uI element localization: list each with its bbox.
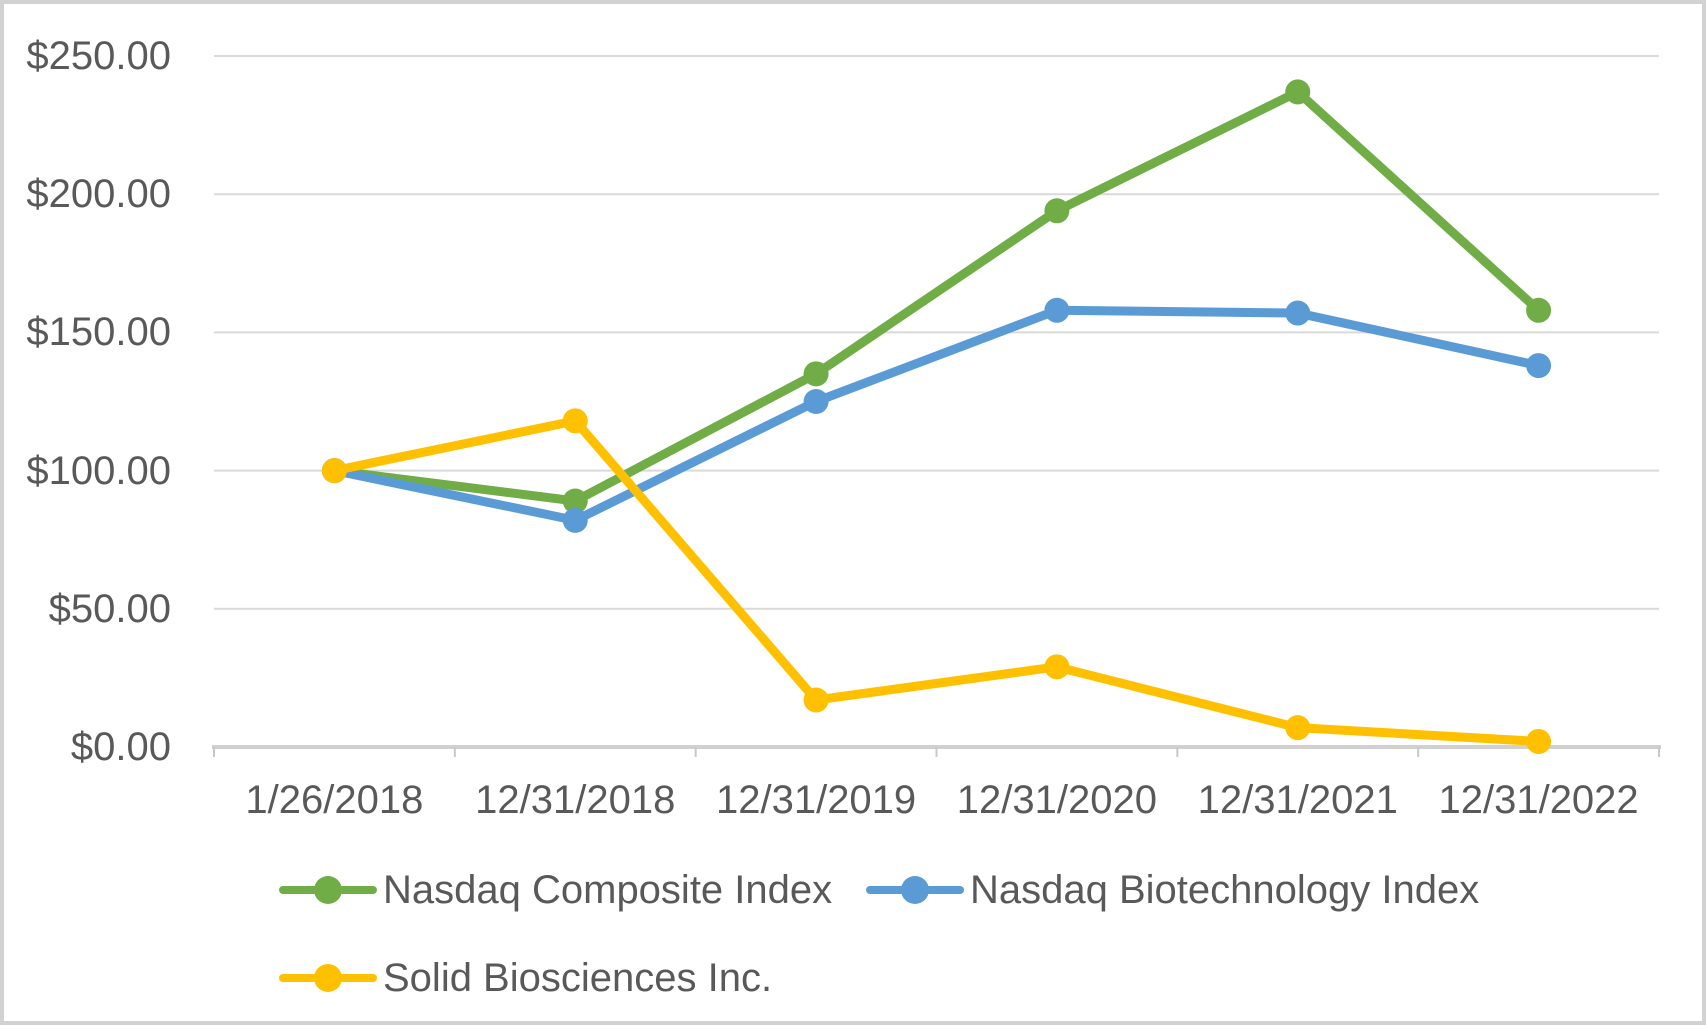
y-tick-label: $100.00 [26,448,171,493]
legend-marker-icon [866,875,964,905]
x-tick-label: 12/31/2021 [1197,778,1398,822]
series-line-nasdaq-composite-index [329,87,1544,506]
x-tick-label: 12/31/2022 [1438,778,1639,822]
series-line-nasdaq-biotechnology-index [329,305,1544,525]
x-tick-label: 1/26/2018 [245,778,424,822]
data-point-solid-biosciences-inc [1044,654,1070,680]
data-point-nasdaq-composite-index [803,361,829,387]
data-point-nasdaq-biotechnology-index [1526,353,1552,379]
data-point-solid-biosciences-inc [562,408,588,434]
x-tick-label: 12/31/2019 [715,778,917,822]
data-point-nasdaq-biotechnology-index [1285,300,1311,326]
data-point-nasdaq-composite-index [1044,198,1070,224]
y-tick-label: $150.00 [26,310,171,355]
data-point-nasdaq-biotechnology-index [1044,297,1070,323]
x-tick-label: 12/31/2020 [956,778,1158,822]
y-tick-label: $0.00 [70,725,171,769]
legend-label: Nasdaq Composite Index [383,868,833,912]
data-point-nasdaq-composite-index [562,488,588,514]
legend-label: Nasdaq Biotechnology Index [970,868,1480,912]
y-tick-label: $50.00 [48,586,171,631]
data-point-solid-biosciences-inc [803,687,829,713]
data-point-nasdaq-biotechnology-index [803,389,829,414]
legend-item-solid-biosciences-inc: Solid Biosciences Inc. [279,955,772,1001]
x-tick-label: 12/31/2018 [475,778,676,822]
legend-marker-icon [279,963,377,993]
legend-label: Solid Biosciences Inc. [383,956,773,1000]
legend-item-nasdaq-composite-index: Nasdaq Composite Index [279,867,832,913]
series-line-solid-biosciences-inc [329,416,1544,746]
legend-item-nasdaq-biotechnology-index: Nasdaq Biotechnology Index [866,867,1479,913]
plot-area [212,55,1661,757]
data-point-solid-biosciences-inc [1526,728,1552,754]
data-point-nasdaq-composite-index [1526,297,1552,323]
data-point-nasdaq-biotechnology-index [562,507,588,533]
y-tick-label: $250.00 [26,34,171,78]
data-point-nasdaq-composite-index [1285,79,1311,105]
y-tick-label: $200.00 [26,172,171,217]
legend-marker-icon [279,875,377,905]
data-point-solid-biosciences-inc [321,458,347,484]
data-point-solid-biosciences-inc [1285,715,1311,741]
